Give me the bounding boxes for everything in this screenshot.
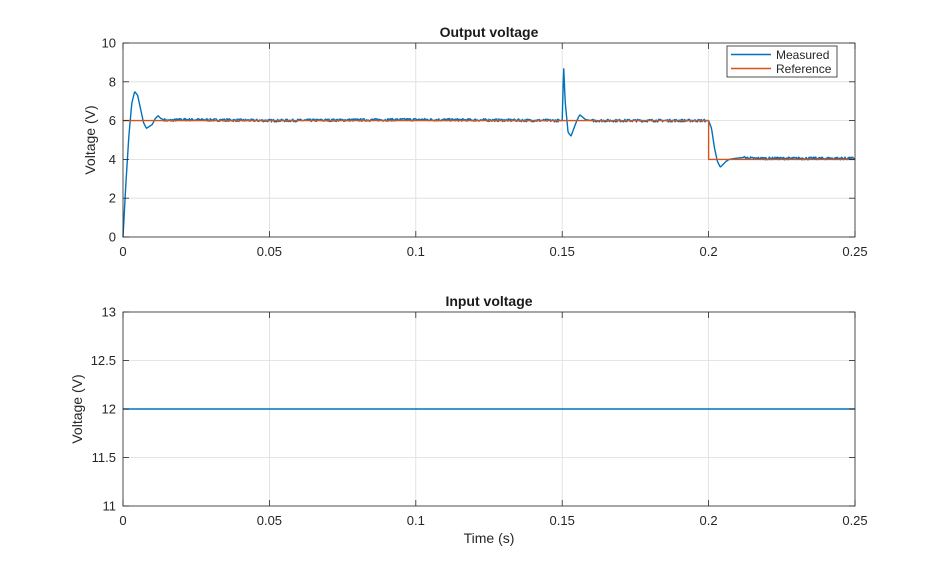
x-tick-label: 0 <box>119 244 126 259</box>
legend-box <box>726 45 838 78</box>
y-axis-label: Voltage (V) <box>82 105 98 174</box>
y-axis-label: Voltage (V) <box>69 374 85 443</box>
y-tick-label: 10 <box>102 36 116 51</box>
y-tick-label: 4 <box>109 152 116 167</box>
x-tick-label: 0.1 <box>407 244 425 259</box>
x-tick-label: 0.05 <box>257 244 282 259</box>
y-tick-label: 11 <box>103 499 117 514</box>
x-tick-label: 0.1 <box>407 513 425 528</box>
y-tick-label: 0 <box>109 230 116 245</box>
y-tick-label: 12.5 <box>91 353 116 368</box>
x-tick-label: 0.25 <box>842 513 867 528</box>
tick-marks <box>122 311 856 507</box>
x-tick-label: 0.2 <box>700 244 718 259</box>
tick-labels: 0 0.05 0.1 0.15 0.2 0.25 11 11.5 12 12.5 13 <box>91 305 868 529</box>
y-tick-label: 11.5 <box>92 450 116 465</box>
x-axis-label: Time (s) <box>464 530 515 546</box>
x-tick-label: 0.15 <box>550 513 575 528</box>
y-tick-label: 13 <box>102 305 116 320</box>
x-tick-label: 0.25 <box>842 244 867 259</box>
chart-title: Output voltage <box>440 24 539 40</box>
tick-marks <box>122 42 856 238</box>
y-tick-label: 12 <box>102 402 116 417</box>
output-voltage-axes: 0 0.05 0.1 0.15 0.2 0.25 0 2 4 6 8 10 Output voltag… <box>82 24 868 259</box>
x-tick-label: 0.15 <box>550 244 575 259</box>
legend-entry-reference: Reference <box>776 62 832 76</box>
chart-title: Input voltage <box>445 293 532 309</box>
legend: Measured Reference <box>726 45 838 78</box>
legend-entry-measured: Measured <box>776 48 829 62</box>
series-line-reference <box>123 119 855 161</box>
x-tick-label: 0 <box>119 513 126 528</box>
input-voltage-axes: 0 0.05 0.1 0.15 0.2 0.25 11 11.5 12 12.5 13 Input … <box>69 293 868 546</box>
series-lines <box>122 68 856 238</box>
axes-frame <box>122 42 856 238</box>
y-tick-label: 6 <box>109 113 116 128</box>
tick-labels: 0 0.05 0.1 0.15 0.2 0.25 0 2 4 6 8 10 <box>102 36 868 260</box>
y-tick-label: 2 <box>109 191 116 206</box>
x-tick-label: 0.2 <box>700 513 718 528</box>
x-tick-label: 0.05 <box>257 513 282 528</box>
y-tick-label: 8 <box>109 74 116 89</box>
